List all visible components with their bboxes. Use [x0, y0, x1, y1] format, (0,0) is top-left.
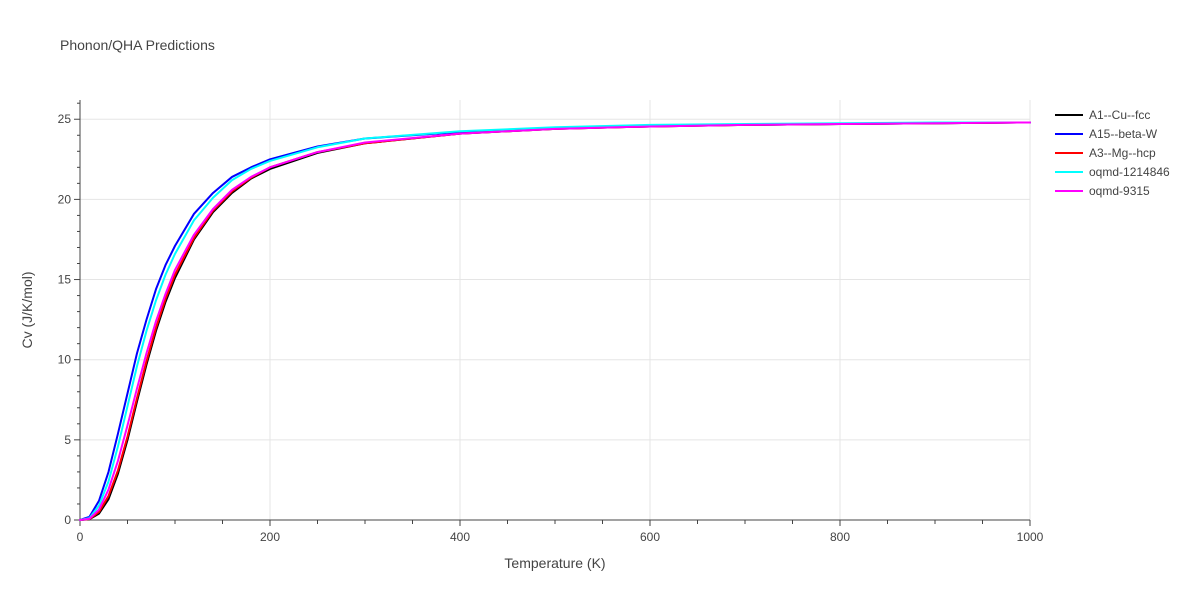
- legend-label: oqmd-1214846: [1089, 165, 1170, 179]
- axes: 0 200 400 600 800 1000 0 5 10 15 20 25: [58, 100, 1044, 544]
- series-line-oqmd-1214846[interactable]: [79, 121, 1031, 521]
- y-tick-label: 15: [58, 273, 72, 287]
- legend-label: A3--Mg--hcp: [1089, 146, 1156, 160]
- series-line-a1-cu-fcc[interactable]: [79, 121, 1031, 521]
- series-line-a15-beta-w[interactable]: [79, 121, 1031, 521]
- x-tick-label: 400: [450, 530, 470, 544]
- legend-label: A15--beta-W: [1089, 127, 1158, 141]
- y-tick-label: 25: [58, 112, 72, 126]
- legend-item-a15-beta-w[interactable]: A15--beta-W: [1055, 127, 1158, 141]
- legend-label: oqmd-9315: [1089, 184, 1150, 198]
- x-tick-label: 200: [260, 530, 280, 544]
- chart-title: Phonon/QHA Predictions: [60, 37, 215, 53]
- y-axis-title: Cv (J/K/mol): [19, 272, 35, 349]
- x-tick-label: 0: [77, 530, 84, 544]
- series-line-oqmd-9315[interactable]: [79, 121, 1031, 521]
- x-tick-label: 800: [830, 530, 850, 544]
- legend[interactable]: A1--Cu--fcc A15--beta-W A3--Mg--hcp oqmd-12…: [1055, 108, 1170, 198]
- legend-item-a1-cu-fcc[interactable]: A1--Cu--fcc: [1055, 108, 1150, 122]
- y-tick-label: 5: [64, 433, 71, 447]
- y-tick-label: 10: [58, 353, 72, 367]
- grid: [80, 100, 1031, 520]
- x-tick-label: 1000: [1017, 530, 1044, 544]
- legend-label: A1--Cu--fcc: [1089, 108, 1150, 122]
- legend-item-oqmd-1214846[interactable]: oqmd-1214846: [1055, 165, 1170, 179]
- x-tick-label: 600: [640, 530, 660, 544]
- y-tick-label: 0: [64, 513, 71, 527]
- x-axis-title: Temperature (K): [504, 555, 605, 571]
- legend-item-oqmd-9315[interactable]: oqmd-9315: [1055, 184, 1150, 198]
- legend-item-a3-mg-hcp[interactable]: A3--Mg--hcp: [1055, 146, 1156, 160]
- y-tick-label: 20: [58, 192, 72, 206]
- series-line-a3-mg-hcp[interactable]: [79, 121, 1031, 521]
- series-lines: [79, 121, 1031, 521]
